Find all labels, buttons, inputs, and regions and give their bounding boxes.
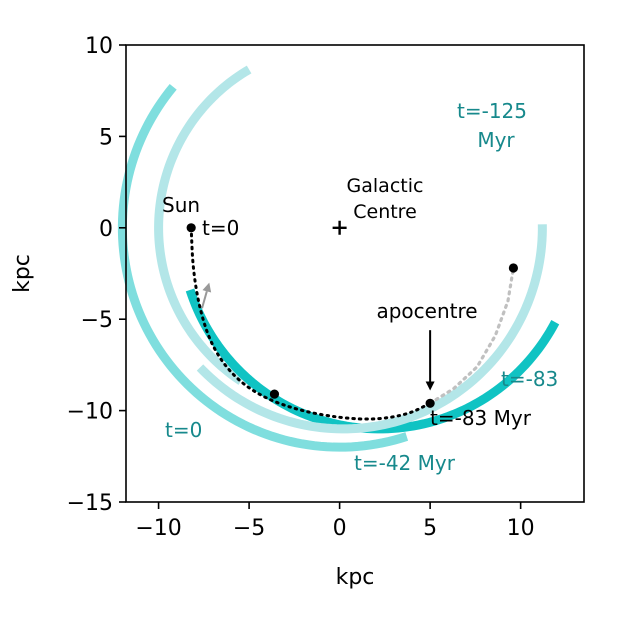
arc-t0-label: t=0 <box>165 418 202 442</box>
orbit-point-2 <box>425 398 435 408</box>
arc-t42-label: t=-42 Myr <box>354 451 456 475</box>
x-tick-label: 5 <box>423 516 437 541</box>
sun-time-label: t=0 <box>202 216 239 240</box>
y-axis-ticks: 10 5 0 −5 −10 −15 <box>67 34 126 516</box>
y-tick-label: −10 <box>67 400 113 425</box>
orbit-future-line <box>428 266 516 405</box>
x-tick-label: 10 <box>507 516 535 541</box>
arc-t0 <box>154 65 252 385</box>
y-tick-label: −15 <box>67 491 113 516</box>
plot-frame <box>125 44 585 503</box>
y-tick-label: 5 <box>99 125 113 150</box>
x-axis-label: kpc <box>336 565 375 590</box>
x-axis-ticks: −10 −5 0 5 10 <box>135 502 535 541</box>
annotations: Sun t=0 Galactic Centre apocentre t=-83 … <box>162 99 558 475</box>
arc-t125-label-line2: Myr <box>477 128 515 152</box>
y-tick-label: 0 <box>99 217 113 242</box>
orbit-point-3 <box>508 263 518 273</box>
direction-arrow <box>201 282 212 309</box>
apocentre-arrow <box>425 330 435 391</box>
apocentre-time-label: t=-83 Myr <box>430 406 532 430</box>
arc-t125-label-line1: t=-125 <box>457 99 527 123</box>
apocentre-label: apocentre <box>376 299 477 323</box>
sun-label: Sun <box>162 193 200 217</box>
galactic-label: Galactic <box>347 175 424 197</box>
galactic-centre-marker <box>332 220 347 235</box>
orbit-point-0 <box>186 223 196 233</box>
y-axis-label: kpc <box>10 254 35 293</box>
arc-t125 <box>196 224 547 434</box>
chart-marks <box>117 65 560 452</box>
y-tick-label: −5 <box>81 308 113 333</box>
arc-t42 <box>117 83 409 452</box>
orbit-point-1 <box>269 389 280 399</box>
x-tick-label: 0 <box>333 516 347 541</box>
orbit-line <box>189 226 432 421</box>
centre-label: Centre <box>353 201 417 223</box>
y-tick-label: 10 <box>85 34 113 59</box>
arc-t83-label: t=-83 <box>501 367 558 391</box>
x-tick-label: −10 <box>135 516 181 541</box>
x-tick-label: −5 <box>233 516 265 541</box>
